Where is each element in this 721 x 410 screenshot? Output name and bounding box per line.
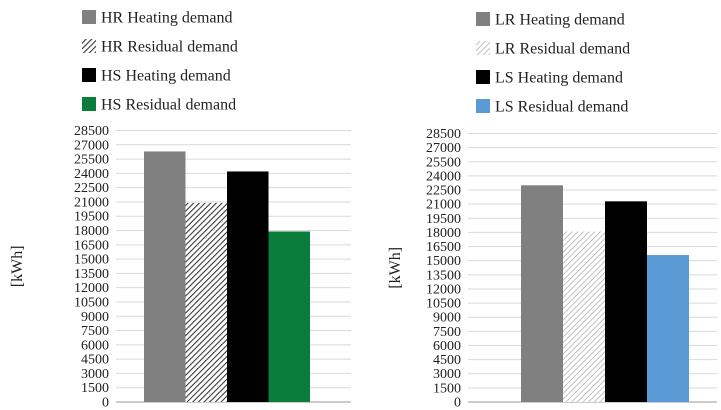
- y-tick-label: 21000: [74, 195, 109, 210]
- legend-swatch: [476, 12, 490, 26]
- bar: [144, 151, 186, 402]
- y-tick-label: 24000: [426, 169, 461, 184]
- y-tick-label: 28500: [426, 127, 461, 142]
- y-tick-label: 22500: [426, 184, 461, 199]
- chart-panel-right: LR Heating demand LR Residual demand LS He…: [387, 12, 717, 410]
- y-tick-label: 0: [102, 396, 109, 410]
- y-tick-label: 25500: [74, 153, 109, 168]
- legend-label: LR Heating demand: [495, 12, 625, 29]
- y-tick-label: 18000: [74, 224, 109, 239]
- legend-swatch: [82, 10, 96, 24]
- y-tick-label: 3000: [433, 367, 461, 382]
- y-tick-label: 15000: [426, 254, 461, 269]
- y-tick-label: 13500: [74, 267, 109, 282]
- y-tick-label: 25500: [426, 155, 461, 170]
- bar: [647, 255, 689, 402]
- y-tick-label: 21000: [426, 198, 461, 213]
- legend-label: HS Heating demand: [101, 68, 231, 85]
- y-tick-label: 0: [454, 396, 461, 410]
- y-tick-label: 27000: [426, 141, 461, 156]
- y-axis-label: [kWh]: [387, 247, 404, 289]
- legend-swatch: [476, 70, 490, 84]
- bar: [563, 231, 605, 402]
- legend-swatch: [82, 68, 96, 82]
- legend-swatch: [476, 99, 490, 113]
- legend-swatch: [476, 41, 490, 55]
- legend-label: LS Heating demand: [495, 70, 623, 87]
- legend-label: LS Residual demand: [495, 99, 628, 116]
- bar: [185, 202, 227, 402]
- y-tick-label: 3000: [81, 367, 109, 382]
- legend-label: HS Residual demand: [101, 97, 236, 114]
- y-tick-label: 4500: [433, 353, 461, 368]
- y-tick-label: 4500: [81, 353, 109, 368]
- legend-swatch: [82, 39, 96, 53]
- legend-label: HR Residual demand: [101, 39, 238, 56]
- y-tick-label: 24000: [74, 167, 109, 182]
- bar: [521, 185, 563, 402]
- y-tick-label: 16500: [426, 240, 461, 255]
- y-tick-label: 10500: [74, 295, 109, 310]
- chart-panel-left: HR Heating demand HR Residual demand HS He…: [9, 10, 351, 410]
- bar: [268, 231, 310, 402]
- y-tick-label: 19500: [426, 212, 461, 227]
- y-tick-label: 16500: [74, 238, 109, 253]
- legend-swatch: [82, 97, 96, 111]
- y-tick-label: 12000: [74, 281, 109, 296]
- y-tick-label: 22500: [74, 181, 109, 196]
- y-tick-label: 9000: [81, 310, 109, 325]
- legend-label: HR Heating demand: [101, 10, 233, 27]
- y-tick-label: 10500: [426, 297, 461, 312]
- bar: [227, 171, 269, 402]
- y-tick-label: 7500: [433, 325, 461, 340]
- y-tick-label: 1500: [81, 381, 109, 396]
- bar: [605, 201, 647, 402]
- y-tick-label: 6000: [81, 338, 109, 353]
- y-tick-label: 27000: [74, 138, 109, 153]
- y-tick-label: 13500: [426, 268, 461, 283]
- y-tick-label: 15000: [74, 253, 109, 268]
- y-tick-label: 9000: [433, 311, 461, 326]
- y-tick-label: 7500: [81, 324, 109, 339]
- y-axis-label: [kWh]: [9, 245, 26, 287]
- y-tick-label: 28500: [74, 124, 109, 139]
- y-tick-label: 1500: [433, 381, 461, 396]
- y-tick-label: 6000: [433, 339, 461, 354]
- y-tick-label: 18000: [426, 226, 461, 241]
- y-tick-label: 19500: [74, 210, 109, 225]
- y-tick-label: 12000: [426, 282, 461, 297]
- legend-label: LR Residual demand: [495, 41, 630, 58]
